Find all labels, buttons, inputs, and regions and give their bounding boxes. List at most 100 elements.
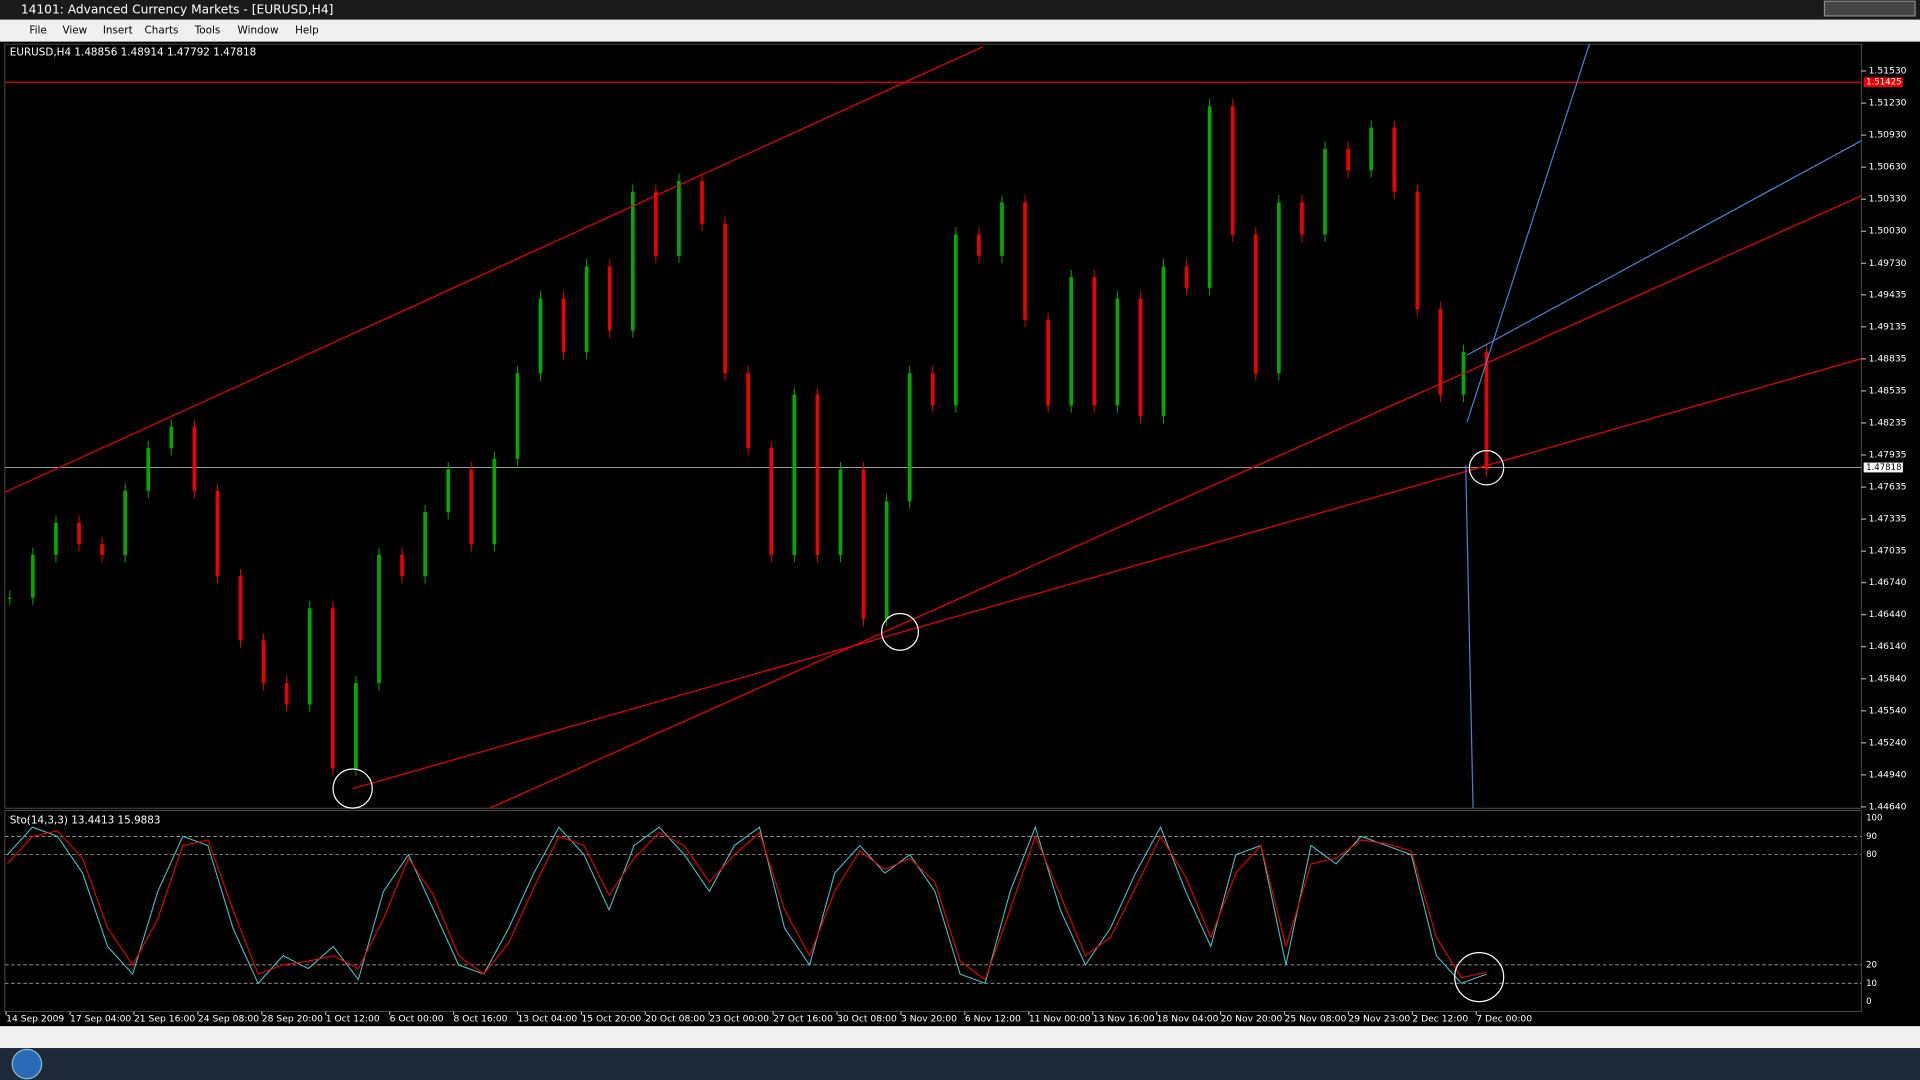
candle xyxy=(377,554,381,684)
candle xyxy=(861,469,866,619)
time-label: 17 Sep 04:00 xyxy=(70,1013,131,1024)
oscillator-panel xyxy=(4,810,1862,1012)
price-label: 1.50330 xyxy=(1869,194,1907,205)
candle xyxy=(815,394,820,555)
candle xyxy=(746,373,750,449)
candle xyxy=(192,426,197,491)
candle xyxy=(1415,191,1420,310)
highlight-circle xyxy=(881,612,919,651)
price-label: 1.46140 xyxy=(1869,641,1907,652)
candle xyxy=(838,469,843,555)
taskbar xyxy=(0,1048,1920,1080)
candle xyxy=(77,522,81,545)
candle xyxy=(1138,298,1143,417)
time-label: 1 Oct 12:00 xyxy=(326,1013,380,1024)
highlight-circle xyxy=(1454,952,1505,1003)
candle xyxy=(146,448,151,491)
window-controls[interactable] xyxy=(1823,0,1916,17)
oscillator-line xyxy=(6,825,1487,985)
menu-item[interactable]: Tools xyxy=(194,25,221,37)
trend-line xyxy=(352,358,1862,790)
time-label: 25 Nov 08:00 xyxy=(1284,1013,1346,1024)
candle xyxy=(261,640,266,684)
candle xyxy=(953,234,958,406)
price-label: 1.50030 xyxy=(1869,226,1907,237)
trend-line xyxy=(4,45,984,493)
current-price-label: 1.47818 xyxy=(1866,463,1901,473)
candle xyxy=(1184,266,1189,288)
menu-item[interactable]: File xyxy=(29,25,46,37)
candle xyxy=(123,490,128,555)
trend-line xyxy=(1465,465,1474,809)
candle xyxy=(930,373,935,406)
candle xyxy=(630,191,635,331)
time-label: 3 Nov 20:00 xyxy=(901,1013,957,1024)
start-button[interactable] xyxy=(11,1048,43,1080)
candle xyxy=(700,181,704,224)
candle xyxy=(100,544,104,555)
price-label: 1.45840 xyxy=(1869,673,1907,684)
candle xyxy=(515,373,520,459)
level-label: 10 xyxy=(1866,979,1877,989)
candle xyxy=(607,266,612,331)
price-label: 1.50630 xyxy=(1869,162,1907,173)
candle xyxy=(1092,277,1097,406)
current-price-tag xyxy=(1863,462,1903,473)
candle xyxy=(169,426,174,449)
price-label: 1.47335 xyxy=(1869,514,1907,525)
menu-item[interactable]: Charts xyxy=(144,25,178,37)
trend-line xyxy=(489,195,1862,809)
candle xyxy=(492,458,497,545)
chart-header: EURUSD,H4 1.48856 1.48914 1.47792 1.4781… xyxy=(10,47,256,59)
time-label: 6 Oct 00:00 xyxy=(390,1013,444,1024)
level-label: 100 xyxy=(1866,813,1882,823)
time-label: 23 Oct 00:00 xyxy=(709,1013,769,1024)
menu-item[interactable]: Insert xyxy=(103,25,133,37)
level-label: 90 xyxy=(1866,832,1877,842)
candle xyxy=(1207,106,1212,288)
candle xyxy=(307,608,312,705)
time-label: 27 Oct 16:00 xyxy=(773,1013,833,1024)
time-label: 15 Oct 20:00 xyxy=(581,1013,641,1024)
candle xyxy=(584,266,589,352)
time-label: 6 Nov 12:00 xyxy=(965,1013,1021,1024)
time-label: 14 Sep 2009 xyxy=(6,1013,64,1024)
candle xyxy=(884,501,889,619)
candle xyxy=(1253,234,1258,374)
candle xyxy=(654,191,658,256)
time-label: 21 Sep 16:00 xyxy=(134,1013,195,1024)
menu-item[interactable]: Help xyxy=(295,25,319,37)
candle xyxy=(423,512,427,577)
candle xyxy=(1346,148,1350,171)
resistance-tag xyxy=(1863,77,1903,88)
candle xyxy=(1000,202,1004,256)
price-label: 1.47035 xyxy=(1869,546,1907,557)
candle xyxy=(238,576,243,641)
candle xyxy=(723,223,727,374)
time-label: 18 Nov 04:00 xyxy=(1157,1013,1219,1024)
oscillator-line xyxy=(6,830,1487,981)
price-label: 1.45540 xyxy=(1869,705,1907,716)
oscillator-header: Sto(14,3,3) 13.4413 15.9883 xyxy=(10,814,161,826)
candle xyxy=(284,683,289,705)
price-panel xyxy=(4,43,1862,809)
candle xyxy=(538,298,543,374)
candle xyxy=(561,298,566,352)
menu-item[interactable]: View xyxy=(62,25,87,37)
price-label: 1.46740 xyxy=(1869,577,1907,588)
time-label: 13 Oct 04:00 xyxy=(517,1013,577,1024)
candle xyxy=(354,683,358,769)
time-label: 20 Nov 20:00 xyxy=(1221,1013,1283,1024)
price-label: 1.44940 xyxy=(1869,769,1907,780)
highlight-circle xyxy=(332,768,373,809)
time-label: 28 Sep 20:00 xyxy=(262,1013,323,1024)
tab-bar xyxy=(0,1026,1920,1049)
price-label: 1.50930 xyxy=(1869,130,1907,141)
candle xyxy=(1161,266,1166,417)
time-label: 11 Nov 00:00 xyxy=(1029,1013,1091,1024)
time-label: 24 Sep 08:00 xyxy=(198,1013,259,1024)
candle xyxy=(1438,309,1443,395)
menu-item[interactable]: Window xyxy=(238,25,279,37)
